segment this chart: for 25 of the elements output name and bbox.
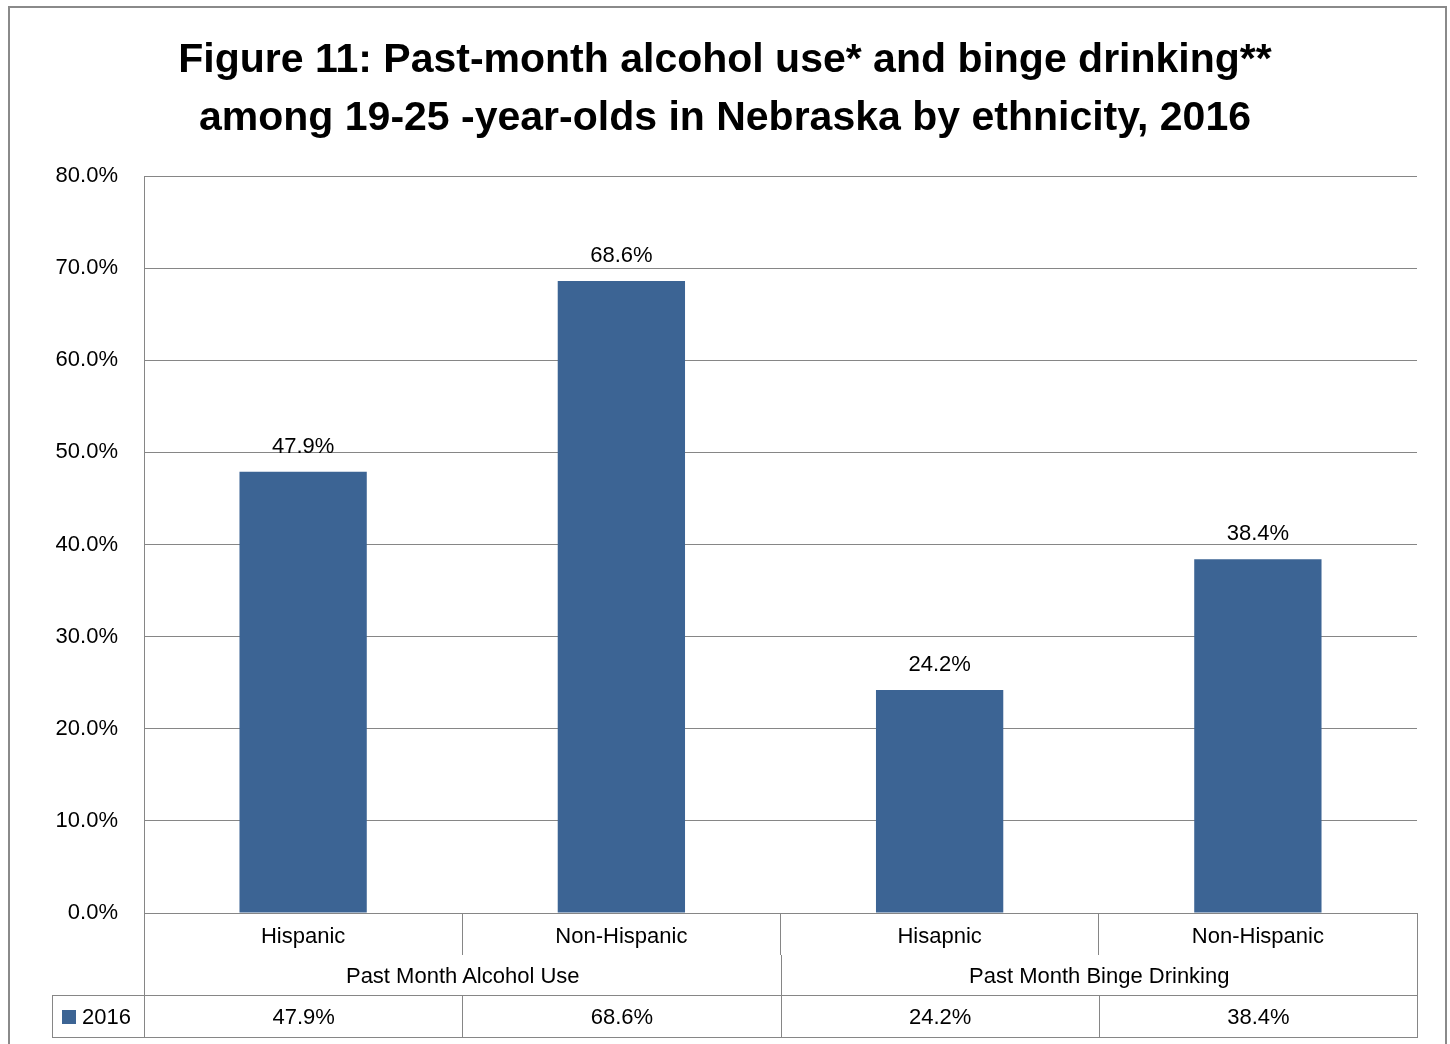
- y-tick-label: 60.0%: [55, 346, 118, 372]
- legend-label: 2016: [82, 1003, 131, 1030]
- chart-title: Figure 11: Past-month alcohol use* and binge drinking** among 19-25 -year-olds in Nebraska by ethnicity, 2016: [177, 34, 1273, 141]
- y-tick-label: 50.0%: [55, 438, 118, 464]
- text: 68.6%: [590, 242, 653, 268]
- x-tick-label: Hispanic: [260, 923, 346, 949]
- y-tick-label: 40.0%: [55, 530, 118, 556]
- text: Past Month Binge Drinking: [969, 962, 1230, 989]
- y-tick-label: 30.0%: [55, 622, 118, 648]
- y-tick-label: 80.0%: [55, 162, 118, 188]
- data-label: 24.2%: [780, 995, 1100, 1038]
- data-label: 68.6%: [462, 995, 782, 1038]
- text: 38.4%: [1226, 520, 1290, 546]
- y-tick-label: 70.0%: [55, 254, 118, 280]
- text: 24.2%: [908, 651, 971, 677]
- y-tick-label: 10.0%: [55, 806, 118, 832]
- text: Past Month Alcohol Use: [345, 962, 580, 989]
- text: 47.9%: [271, 432, 335, 458]
- y-tick-label: 0.0%: [67, 899, 118, 925]
- data-label: 47.9%: [144, 995, 464, 1038]
- x-tick-label: Non-Hispanic: [555, 923, 688, 949]
- data-label: 38.4%: [1098, 995, 1418, 1038]
- x-tick-label: Non-Hispanic: [1191, 923, 1324, 949]
- y-tick-label: 20.0%: [55, 714, 118, 740]
- x-tick-label: Hisapnic: [897, 923, 982, 949]
